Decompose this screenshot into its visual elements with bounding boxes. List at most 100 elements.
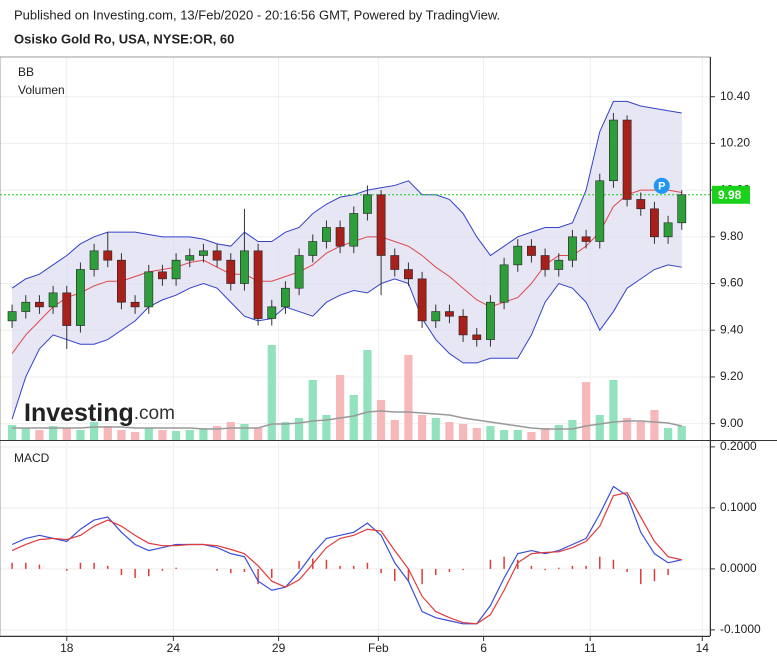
volume-bar xyxy=(459,424,468,440)
volume-bar xyxy=(8,425,17,440)
candle-body xyxy=(240,250,249,284)
volume-bar xyxy=(636,422,645,440)
candle-body xyxy=(253,250,263,319)
volume-ma xyxy=(12,410,682,430)
candle-body xyxy=(568,236,577,261)
candle-body xyxy=(199,250,208,256)
candle-body xyxy=(117,259,126,303)
volume-bar xyxy=(254,428,263,440)
candle-body xyxy=(677,194,687,224)
candle-body xyxy=(609,119,618,182)
candle-body xyxy=(281,287,290,308)
candle-body xyxy=(431,311,441,322)
volume-bar xyxy=(554,425,563,440)
candle-body xyxy=(89,250,99,270)
volume-bar xyxy=(117,430,126,440)
candle-body xyxy=(212,250,222,261)
x-tick-label: 6 xyxy=(480,641,487,655)
volume-bar xyxy=(62,428,71,440)
last-price-label: 9.98 xyxy=(718,188,742,202)
y-tick-label: 9.20 xyxy=(720,369,744,383)
volume-bar xyxy=(131,432,140,440)
x-tick-label: Feb xyxy=(368,641,389,655)
candle-body xyxy=(499,264,509,303)
candle-body xyxy=(267,306,277,319)
candle-body xyxy=(636,199,646,210)
volume-bar xyxy=(527,432,536,440)
y-tick-label: 10.20 xyxy=(720,136,750,150)
candle-body xyxy=(21,301,31,312)
volume-bar xyxy=(21,428,30,440)
volume-bar xyxy=(295,418,304,440)
volume-bar xyxy=(513,430,522,440)
volume-bar xyxy=(240,424,249,440)
candle-body xyxy=(48,292,58,308)
volume-bar xyxy=(308,380,317,440)
volume-bar xyxy=(390,420,399,440)
volume-bar xyxy=(472,428,481,440)
candle-body xyxy=(458,315,468,336)
candle-body xyxy=(363,194,372,214)
volume-bar xyxy=(609,380,618,440)
candle-body xyxy=(376,194,386,256)
candle-body xyxy=(35,301,44,308)
y-tick-label: 9.00 xyxy=(720,416,744,430)
volume-bar xyxy=(144,428,153,440)
candle-body xyxy=(540,255,550,270)
candle-body xyxy=(76,269,85,326)
candle-body xyxy=(622,119,632,200)
candle-body xyxy=(308,241,318,256)
y-tick-label: 0.2000 xyxy=(720,439,757,453)
y-tick-label: 10.40 xyxy=(720,89,750,103)
candle-body xyxy=(650,208,659,238)
x-tick-label: 29 xyxy=(272,641,286,655)
candle-body xyxy=(226,259,236,284)
volume-bar xyxy=(322,415,331,440)
candle-body xyxy=(404,269,413,280)
last-price-box xyxy=(712,185,750,204)
volume-bar xyxy=(595,415,604,440)
candle-body xyxy=(103,250,113,261)
logo: Investing.com xyxy=(24,399,175,427)
plot-area: 9.009.209.409.609.8010.0010.2010.4018242… xyxy=(0,57,761,655)
x-tick-label: 14 xyxy=(696,641,710,655)
volume-bar xyxy=(582,382,591,440)
candle-body xyxy=(554,259,564,270)
volume-bar xyxy=(445,422,454,440)
y-tick-label: -0.1000 xyxy=(720,622,761,636)
y-tick-label: 0.0000 xyxy=(720,561,757,575)
logo-text: Investing xyxy=(24,399,134,427)
x-tick-label: 11 xyxy=(584,641,597,655)
volume-bar xyxy=(349,395,358,440)
candle-body xyxy=(527,245,536,256)
candle-body xyxy=(158,271,167,280)
candle-body xyxy=(62,292,72,326)
y-tick-label: 9.60 xyxy=(720,276,744,290)
x-tick-label: 24 xyxy=(167,641,181,655)
candle-body xyxy=(349,213,359,247)
volume-bar xyxy=(623,418,632,440)
volume-bar xyxy=(418,415,427,440)
volume-bar xyxy=(226,422,235,440)
indicator-label: MACD xyxy=(14,451,50,465)
volume-bar xyxy=(431,418,440,440)
volume-bar xyxy=(404,355,413,440)
candle-body xyxy=(581,236,591,242)
volume-bar xyxy=(336,375,345,440)
candle-body xyxy=(171,259,181,280)
candle-body xyxy=(417,278,427,322)
volume-bar xyxy=(677,426,686,440)
candle-body xyxy=(486,301,495,340)
volume-bar xyxy=(377,400,386,440)
candle-body xyxy=(185,255,195,261)
volume-bar xyxy=(35,430,44,440)
macd-line xyxy=(11,485,682,625)
indicator-label: Volumen xyxy=(18,83,65,97)
candle-body xyxy=(294,255,304,289)
candle-body xyxy=(472,334,482,340)
candle-body xyxy=(445,311,454,317)
volume-bar xyxy=(664,428,673,440)
macd-line xyxy=(11,491,682,625)
